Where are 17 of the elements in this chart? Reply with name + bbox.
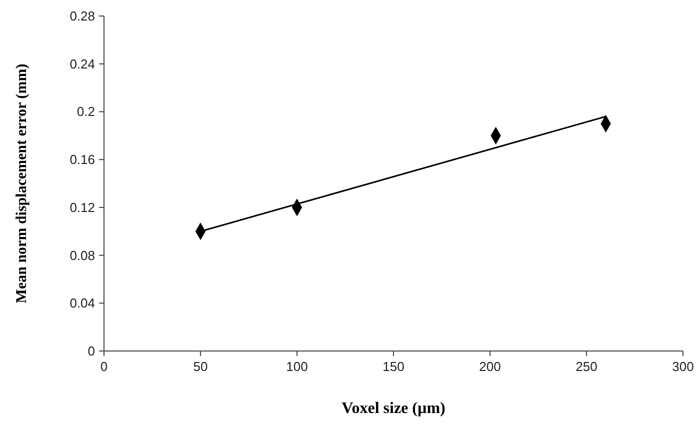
y-tick-label: 0.08	[70, 248, 95, 263]
y-tick-label: 0.28	[70, 8, 95, 24]
y-tick-label: 0.16	[70, 152, 95, 168]
x-tick-label: 50	[193, 359, 208, 374]
x-tick-label: 300	[672, 359, 694, 374]
x-axis-title: Voxel size (µm)	[342, 400, 446, 417]
y-tick-label: 0	[88, 344, 95, 358]
x-tick-label: 0	[100, 359, 108, 374]
x-tick-label: 250	[576, 359, 598, 374]
y-tick-label: 0.04	[70, 296, 95, 311]
y-tick-label: 0.2	[76, 104, 95, 120]
x-tick-label: 100	[286, 359, 308, 374]
y-axis-title: Mean norm displacement error (mm)	[14, 64, 30, 304]
y-tick-label: 0.12	[70, 200, 95, 215]
x-tick-label: 150	[382, 359, 404, 374]
x-tick-label: 200	[479, 359, 501, 374]
y-tick-label: 0.24	[70, 56, 95, 72]
